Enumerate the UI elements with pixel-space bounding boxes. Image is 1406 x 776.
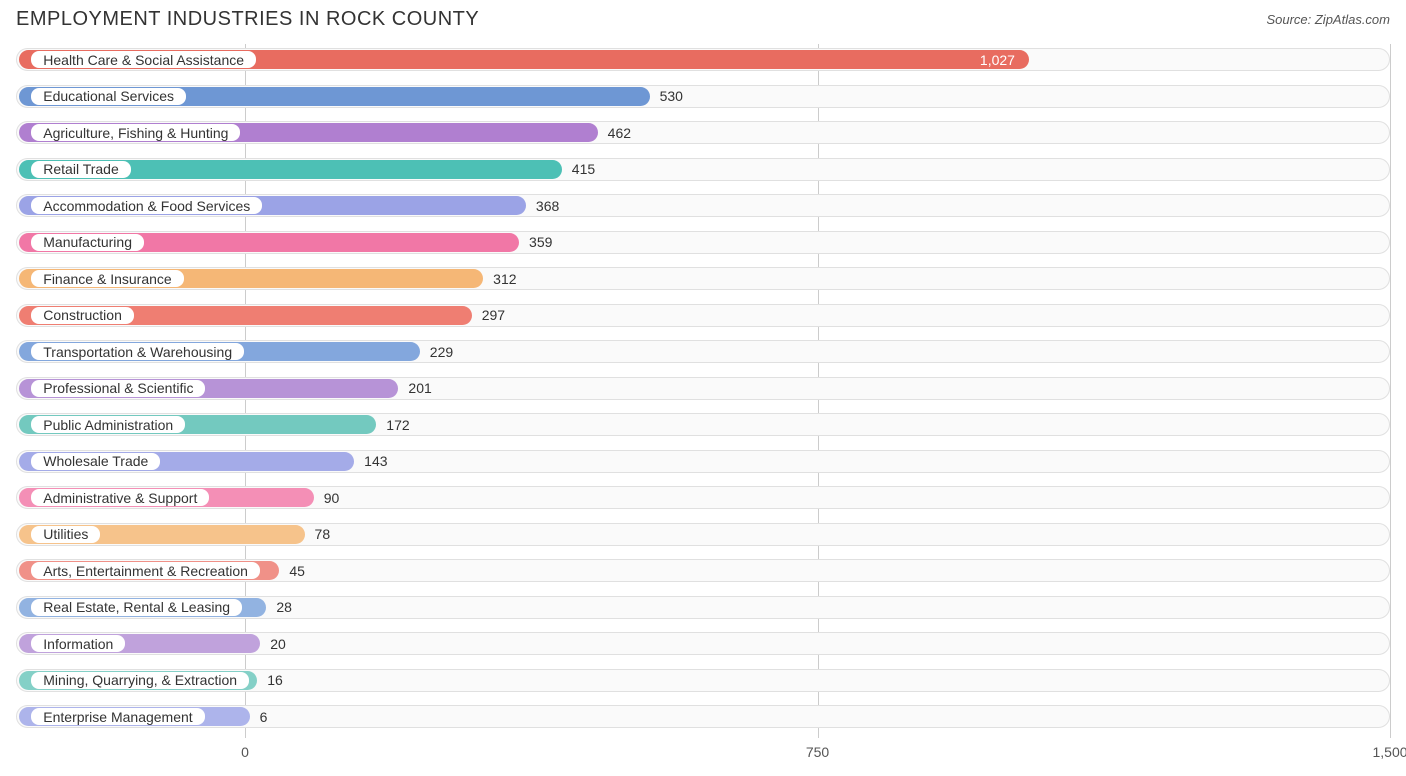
bar-value-label: 28 <box>276 592 292 623</box>
bar-value-label: 462 <box>608 117 631 148</box>
bar-value-label: 143 <box>364 446 387 477</box>
bar-value-label: 312 <box>493 263 516 294</box>
source-prefix: Source: <box>1266 12 1314 27</box>
bar-value-label: 78 <box>315 519 331 550</box>
bar-value-label: 201 <box>408 373 431 404</box>
bar-row: Professional & Scientific 201 <box>16 373 1390 404</box>
chart-plot-area: Health Care & Social Assistance 1,027 Educ… <box>16 44 1390 738</box>
chart-container: EMPLOYMENT INDUSTRIES IN ROCK COUNTY Sou… <box>0 0 1406 776</box>
bar-category-label: Public Administration <box>31 416 185 433</box>
bar-category-label: Professional & Scientific <box>31 380 205 397</box>
bar-value-label: 530 <box>660 81 683 112</box>
chart-title: EMPLOYMENT INDUSTRIES IN ROCK COUNTY <box>16 8 479 31</box>
bar-row: Finance & Insurance 312 <box>16 263 1390 294</box>
bar-row: Accommodation & Food Services 368 <box>16 190 1390 221</box>
chart-header: EMPLOYMENT INDUSTRIES IN ROCK COUNTY Sou… <box>0 0 1406 35</box>
bar-row: Construction 297 <box>16 300 1390 331</box>
bar-category-label: Wholesale Trade <box>31 453 160 470</box>
source-name: ZipAtlas.com <box>1315 12 1390 27</box>
gridline <box>1390 44 1391 738</box>
bar-row: Wholesale Trade 143 <box>16 446 1390 477</box>
bar-row: Manufacturing 359 <box>16 227 1390 258</box>
bar-category-label: Utilities <box>31 526 100 543</box>
bar-value-label: 415 <box>572 154 595 185</box>
bar-category-label: Health Care & Social Assistance <box>31 51 256 68</box>
bar-row: Public Administration 172 <box>16 409 1390 440</box>
x-axis-tick: 0 <box>241 744 249 760</box>
bar-category-label: Accommodation & Food Services <box>31 197 262 214</box>
bar-value-label: 1,027 <box>980 44 1015 75</box>
bar-category-label: Information <box>31 635 125 652</box>
bar-category-label: Mining, Quarrying, & Extraction <box>31 672 249 689</box>
bar-row: Information 20 <box>16 628 1390 659</box>
bar-value-label: 229 <box>430 336 453 367</box>
bar-value-label: 172 <box>386 409 409 440</box>
bar-row: Agriculture, Fishing & Hunting 462 <box>16 117 1390 148</box>
bar-category-label: Arts, Entertainment & Recreation <box>31 562 260 579</box>
bar-value-label: 368 <box>536 190 559 221</box>
x-axis-tick: 1,500 <box>1372 744 1406 760</box>
bar-category-label: Educational Services <box>31 88 186 105</box>
bar-row: Real Estate, Rental & Leasing 28 <box>16 592 1390 623</box>
bar-category-label: Retail Trade <box>31 161 130 178</box>
bar-row: Utilities 78 <box>16 519 1390 550</box>
bar-category-label: Construction <box>31 307 134 324</box>
x-axis-tick: 750 <box>806 744 829 760</box>
chart-source: Source: ZipAtlas.com <box>1266 12 1390 27</box>
bar-category-label: Agriculture, Fishing & Hunting <box>31 124 240 141</box>
bar-value-label: 359 <box>529 227 552 258</box>
bar-row: Educational Services 530 <box>16 81 1390 112</box>
bar-row: Transportation & Warehousing 229 <box>16 336 1390 367</box>
bar-row: Retail Trade 415 <box>16 154 1390 185</box>
bar-category-label: Real Estate, Rental & Leasing <box>31 599 242 616</box>
bar-category-label: Finance & Insurance <box>31 270 183 287</box>
bar-row: Arts, Entertainment & Recreation 45 <box>16 555 1390 586</box>
bar-value-label: 45 <box>289 555 305 586</box>
bar-value-label: 6 <box>260 701 268 732</box>
bar-value-label: 297 <box>482 300 505 331</box>
bar-category-label: Manufacturing <box>31 234 144 251</box>
x-axis: 07501,500 <box>16 744 1390 764</box>
bar-row: Enterprise Management 6 <box>16 701 1390 732</box>
bar-category-label: Enterprise Management <box>31 708 204 725</box>
bar-row: Health Care & Social Assistance 1,027 <box>16 44 1390 75</box>
bar-category-label: Transportation & Warehousing <box>31 343 244 360</box>
bar-value-label: 20 <box>270 628 286 659</box>
bar-category-label: Administrative & Support <box>31 489 209 506</box>
bar-row: Mining, Quarrying, & Extraction 16 <box>16 665 1390 696</box>
bar-value-label: 90 <box>324 482 340 513</box>
bar-value-label: 16 <box>267 665 283 696</box>
bar-row: Administrative & Support 90 <box>16 482 1390 513</box>
